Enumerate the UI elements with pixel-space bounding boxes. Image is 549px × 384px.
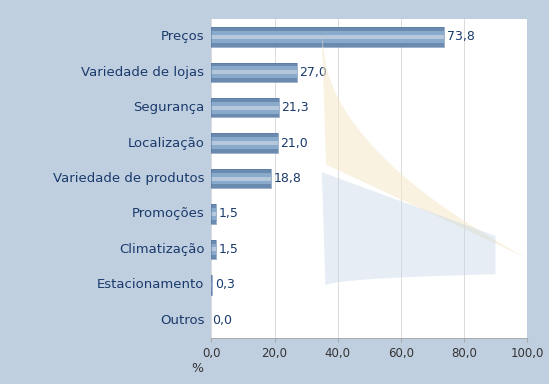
Bar: [211, 275, 212, 295]
Bar: [211, 141, 278, 145]
Bar: [211, 255, 216, 259]
Bar: [211, 208, 216, 212]
Bar: [211, 279, 212, 283]
Bar: [211, 180, 271, 184]
Bar: [211, 283, 212, 287]
Bar: [211, 133, 278, 153]
Bar: [211, 63, 296, 66]
Text: Variedade de produtos: Variedade de produtos: [53, 172, 204, 185]
Bar: [211, 63, 296, 82]
Bar: [211, 184, 271, 188]
Text: 18,8: 18,8: [273, 172, 301, 185]
Bar: [211, 149, 278, 153]
Text: %: %: [192, 362, 204, 375]
Bar: [211, 74, 296, 78]
Text: 21,3: 21,3: [281, 101, 309, 114]
Bar: [211, 243, 216, 247]
Bar: [211, 31, 444, 35]
Bar: [211, 216, 216, 220]
Bar: [211, 102, 278, 106]
Text: 0,3: 0,3: [215, 278, 235, 291]
Bar: [211, 240, 216, 243]
Bar: [211, 247, 216, 252]
Text: Climatização: Climatização: [119, 243, 204, 256]
Text: Promoções: Promoções: [132, 207, 204, 220]
Bar: [211, 27, 444, 46]
Bar: [211, 204, 216, 208]
Bar: [211, 98, 278, 102]
Bar: [211, 114, 278, 118]
Text: Variedade de lojas: Variedade de lojas: [81, 66, 204, 79]
Bar: [211, 35, 444, 39]
Text: 0,0: 0,0: [212, 314, 232, 327]
Bar: [211, 220, 216, 224]
PathPatch shape: [322, 35, 527, 258]
Bar: [211, 275, 212, 279]
Bar: [211, 66, 296, 70]
Bar: [211, 78, 296, 82]
Bar: [211, 43, 444, 46]
Bar: [211, 173, 271, 177]
Bar: [211, 240, 216, 259]
Text: 21,0: 21,0: [280, 137, 308, 150]
PathPatch shape: [322, 172, 495, 285]
Bar: [211, 110, 278, 114]
Bar: [211, 137, 278, 141]
Bar: [211, 252, 216, 255]
Bar: [211, 169, 271, 188]
Bar: [211, 70, 296, 74]
Bar: [211, 177, 271, 180]
Text: Localização: Localização: [127, 137, 204, 150]
Text: Outros: Outros: [160, 314, 204, 327]
Text: 27,0: 27,0: [299, 66, 327, 79]
Bar: [211, 39, 444, 43]
Bar: [211, 169, 271, 173]
Text: 1,5: 1,5: [219, 243, 238, 256]
Bar: [211, 287, 212, 291]
Bar: [211, 106, 278, 110]
Bar: [211, 291, 212, 295]
Text: Preços: Preços: [161, 30, 204, 43]
Bar: [211, 133, 278, 137]
Text: 1,5: 1,5: [219, 207, 238, 220]
Text: 73,8: 73,8: [447, 30, 475, 43]
Bar: [211, 204, 216, 224]
Text: Segurança: Segurança: [133, 101, 204, 114]
Bar: [211, 98, 278, 118]
Bar: [211, 212, 216, 216]
Text: Estacionamento: Estacionamento: [97, 278, 204, 291]
Bar: [211, 27, 444, 31]
Bar: [211, 145, 278, 149]
